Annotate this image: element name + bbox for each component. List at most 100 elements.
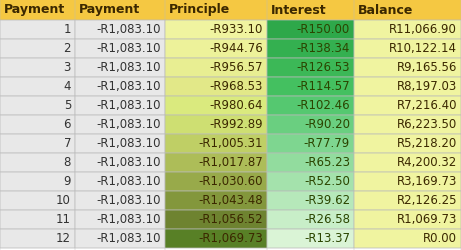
Text: 9: 9: [64, 175, 71, 188]
Bar: [165, 229, 267, 248]
Text: Payment: Payment: [79, 4, 140, 16]
Text: -R956.57: -R956.57: [209, 61, 263, 74]
Text: -R1,056.52: -R1,056.52: [198, 213, 263, 226]
Text: Balance: Balance: [358, 4, 414, 16]
Bar: [354, 210, 461, 229]
Text: -R13.37: -R13.37: [304, 232, 350, 245]
Bar: [75, 58, 165, 77]
Text: 2: 2: [64, 42, 71, 55]
Text: R11,066.90: R11,066.90: [389, 23, 457, 36]
Bar: [0, 191, 75, 210]
Bar: [354, 77, 461, 96]
Bar: [0, 96, 75, 115]
Text: Interest: Interest: [271, 4, 327, 16]
Text: -R26.58: -R26.58: [304, 213, 350, 226]
Text: R0.00: R0.00: [423, 232, 457, 245]
Bar: [75, 172, 165, 191]
Text: -R114.57: -R114.57: [296, 80, 350, 93]
Bar: [165, 20, 267, 39]
Text: Payment: Payment: [4, 4, 65, 16]
Bar: [267, 134, 354, 153]
Text: -R1,083.10: -R1,083.10: [96, 61, 161, 74]
Bar: [0, 0, 75, 20]
Text: -R1,083.10: -R1,083.10: [96, 213, 161, 226]
Bar: [354, 96, 461, 115]
Text: R10,122.14: R10,122.14: [389, 42, 457, 55]
Bar: [0, 115, 75, 134]
Text: -R1,017.87: -R1,017.87: [198, 156, 263, 169]
Text: 1: 1: [64, 23, 71, 36]
Bar: [354, 20, 461, 39]
Bar: [0, 210, 75, 229]
Bar: [267, 96, 354, 115]
Text: -R980.64: -R980.64: [209, 99, 263, 112]
Bar: [354, 229, 461, 248]
Text: -R1,083.10: -R1,083.10: [96, 42, 161, 55]
Bar: [354, 0, 461, 20]
Text: -R1,083.10: -R1,083.10: [96, 99, 161, 112]
Text: 10: 10: [56, 194, 71, 207]
Bar: [0, 20, 75, 39]
Text: -R1,083.10: -R1,083.10: [96, 23, 161, 36]
Bar: [354, 153, 461, 172]
Bar: [165, 96, 267, 115]
Bar: [75, 191, 165, 210]
Bar: [267, 210, 354, 229]
Bar: [75, 134, 165, 153]
Bar: [267, 20, 354, 39]
Bar: [267, 191, 354, 210]
Text: -R150.00: -R150.00: [297, 23, 350, 36]
Bar: [75, 229, 165, 248]
Bar: [165, 0, 267, 20]
Bar: [165, 172, 267, 191]
Text: R7,216.40: R7,216.40: [396, 99, 457, 112]
Bar: [267, 153, 354, 172]
Bar: [75, 20, 165, 39]
Text: 5: 5: [64, 99, 71, 112]
Bar: [267, 39, 354, 58]
Bar: [0, 58, 75, 77]
Text: R9,165.56: R9,165.56: [396, 61, 457, 74]
Text: Principle: Principle: [169, 4, 230, 16]
Text: 3: 3: [64, 61, 71, 74]
Bar: [354, 172, 461, 191]
Text: -R39.62: -R39.62: [304, 194, 350, 207]
Bar: [267, 0, 354, 20]
Text: -R933.10: -R933.10: [210, 23, 263, 36]
Text: -R90.20: -R90.20: [304, 118, 350, 131]
Bar: [267, 77, 354, 96]
Bar: [0, 39, 75, 58]
Text: 4: 4: [64, 80, 71, 93]
Bar: [354, 134, 461, 153]
Bar: [354, 191, 461, 210]
Text: -R1,043.48: -R1,043.48: [198, 194, 263, 207]
Text: R8,197.03: R8,197.03: [397, 80, 457, 93]
Text: -R1,030.60: -R1,030.60: [199, 175, 263, 188]
Text: -R1,083.10: -R1,083.10: [96, 156, 161, 169]
Text: -R77.79: -R77.79: [304, 137, 350, 150]
Bar: [75, 0, 165, 20]
Bar: [165, 153, 267, 172]
Text: 11: 11: [56, 213, 71, 226]
Bar: [267, 58, 354, 77]
Text: -R1,083.10: -R1,083.10: [96, 80, 161, 93]
Text: -R1,069.73: -R1,069.73: [198, 232, 263, 245]
Bar: [0, 77, 75, 96]
Bar: [75, 210, 165, 229]
Text: R6,223.50: R6,223.50: [397, 118, 457, 131]
Text: -R1,083.10: -R1,083.10: [96, 232, 161, 245]
Text: -R1,083.10: -R1,083.10: [96, 118, 161, 131]
Bar: [0, 172, 75, 191]
Text: -R52.50: -R52.50: [304, 175, 350, 188]
Bar: [354, 39, 461, 58]
Bar: [267, 229, 354, 248]
Bar: [75, 153, 165, 172]
Text: R4,200.32: R4,200.32: [397, 156, 457, 169]
Bar: [267, 115, 354, 134]
Bar: [75, 77, 165, 96]
Text: -R65.23: -R65.23: [304, 156, 350, 169]
Bar: [165, 115, 267, 134]
Text: -R138.34: -R138.34: [296, 42, 350, 55]
Text: -R944.76: -R944.76: [209, 42, 263, 55]
Bar: [354, 115, 461, 134]
